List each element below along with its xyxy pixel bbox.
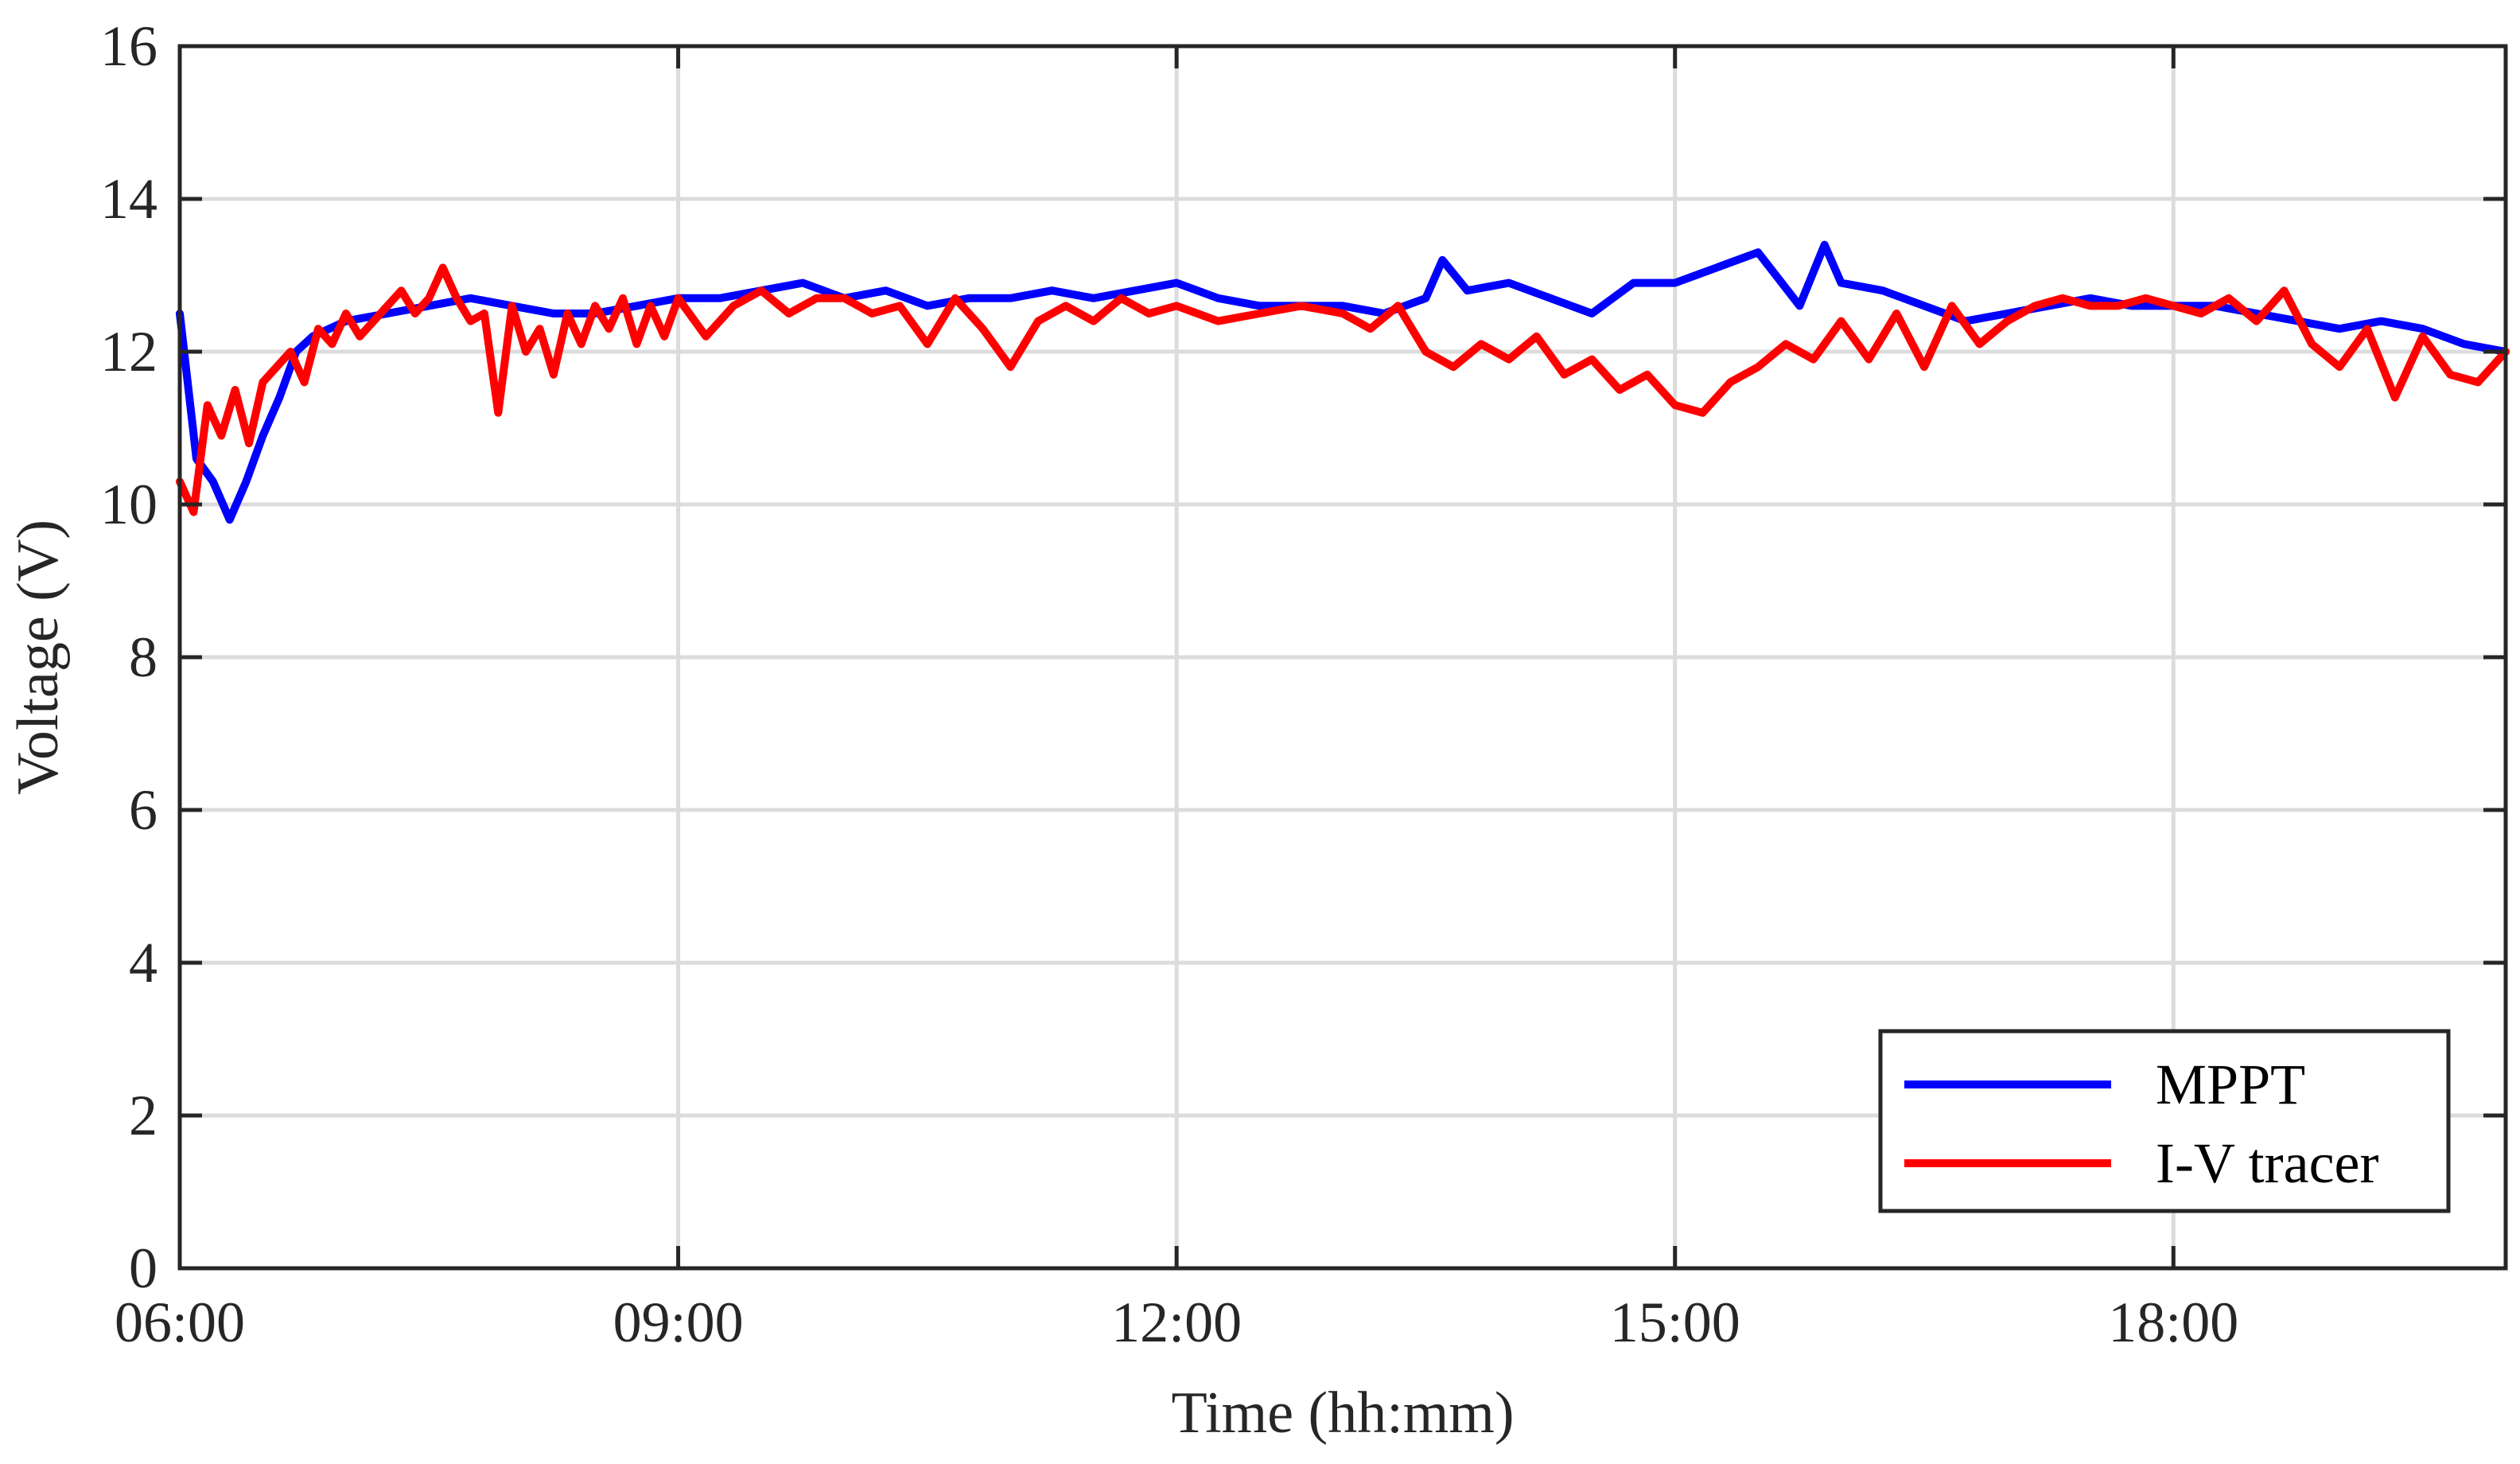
legend-label-iv-tracer: I-V tracer <box>2156 1131 2379 1195</box>
x-tick-label: 09:00 <box>613 1291 744 1354</box>
y-tick-label: 8 <box>129 625 158 689</box>
y-tick-label: 4 <box>129 931 158 995</box>
legend-box <box>1878 1029 2451 1213</box>
y-tick-label: 14 <box>100 167 158 231</box>
y-tick-label: 16 <box>100 14 158 78</box>
y-tick-label: 2 <box>129 1084 158 1147</box>
y-axis-label: Voltage (V) <box>6 520 71 795</box>
axis-ticks <box>177 44 2506 1271</box>
series-layer <box>176 240 2510 524</box>
y-tick-label: 10 <box>100 473 158 536</box>
tick-labels: 06:00 09:00 12:00 15:00 18:00 0 2 4 6 8 10 12 14 16 <box>100 14 2238 1354</box>
x-tick-label: 06:00 <box>115 1291 245 1354</box>
series-iv-tracer <box>176 263 2510 516</box>
series-line <box>176 263 2510 516</box>
legend: MPPT I-V tracer <box>1878 1029 2451 1213</box>
y-tick-label: 0 <box>129 1236 158 1300</box>
x-tick-label: 15:00 <box>1610 1291 1740 1354</box>
x-tick-label: 12:00 <box>1111 1291 1242 1354</box>
x-axis-label: Time (hh:mm) <box>1171 1380 1514 1446</box>
legend-label-mppt: MPPT <box>2156 1053 2305 1116</box>
y-tick-label: 6 <box>129 778 158 842</box>
x-tick-label: 18:00 <box>2108 1291 2238 1354</box>
y-tick-label: 12 <box>100 320 158 384</box>
